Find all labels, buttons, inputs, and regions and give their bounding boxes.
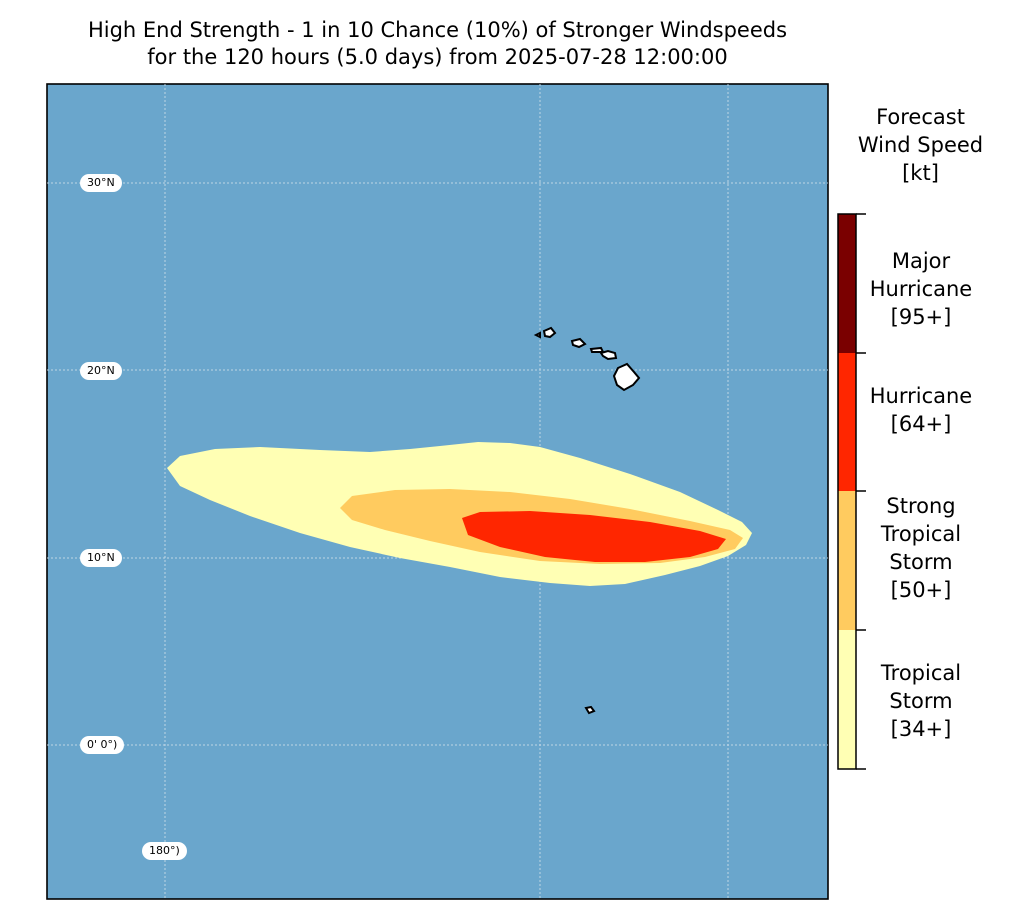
colorbar-label-major-hurricane-2: Hurricane (869, 277, 973, 301)
lat-label-20n: 20°N (80, 362, 122, 380)
chart-title-line-2: for the 120 hours (5.0 days) from 2025-0… (147, 45, 728, 69)
chart-title-line-1: High End Strength - 1 in 10 Chance (10%)… (87, 18, 788, 42)
colorbar-label-ts-3: [34+] (890, 717, 952, 741)
colorbar-label-major-hurricane-1: Major (891, 249, 951, 273)
colorbar-title-line-3: [kt] (902, 161, 939, 185)
island-hawaii (612, 362, 641, 392)
island-oahu (570, 337, 587, 349)
colorbar-label-hurricane-2: [64+] (890, 412, 952, 436)
colorbar-swatch-hurricane (838, 353, 856, 491)
colorbar-label-strong-ts-3: Storm (889, 550, 953, 574)
lat-label-30n: 30°N (80, 174, 122, 192)
colorbar-label-ts-1: Tropical (880, 661, 962, 685)
colorbar-title-line-1: Forecast (876, 105, 965, 129)
small-island-south (584, 705, 596, 715)
colorbar-title-line-2: Wind Speed (857, 133, 984, 157)
colorbar-ticks (856, 213, 866, 770)
colorbar-label-major-hurricane-3: [95+] (890, 305, 952, 329)
colorbar-swatch-tropical-storm (838, 630, 856, 769)
wind-swath-hurricane (462, 511, 726, 562)
colorbar-label-ts-2: Storm (889, 689, 953, 713)
hawaiian-islands (533, 326, 641, 392)
island-molokai (589, 346, 605, 353)
lat-label-10n: 10°N (80, 549, 122, 567)
colorbar-swatch-major-hurricane (838, 214, 856, 353)
colorbar-label-hurricane-1: Hurricane (869, 384, 973, 408)
lat-label-0: 0' 0°) (80, 736, 125, 754)
island-niihau (533, 331, 541, 339)
island-maui (599, 349, 618, 361)
colorbar-swatch-strong-tropical-storm (838, 491, 856, 630)
island-kauai (542, 326, 557, 339)
colorbar-label-strong-ts-4: [50+] (890, 578, 952, 602)
colorbar-label-strong-ts-1: Strong (886, 494, 956, 518)
colorbar-label-strong-ts-2: Tropical (880, 522, 962, 546)
colorbar (837, 213, 866, 770)
lon-label-180: 180°) (142, 842, 187, 860)
